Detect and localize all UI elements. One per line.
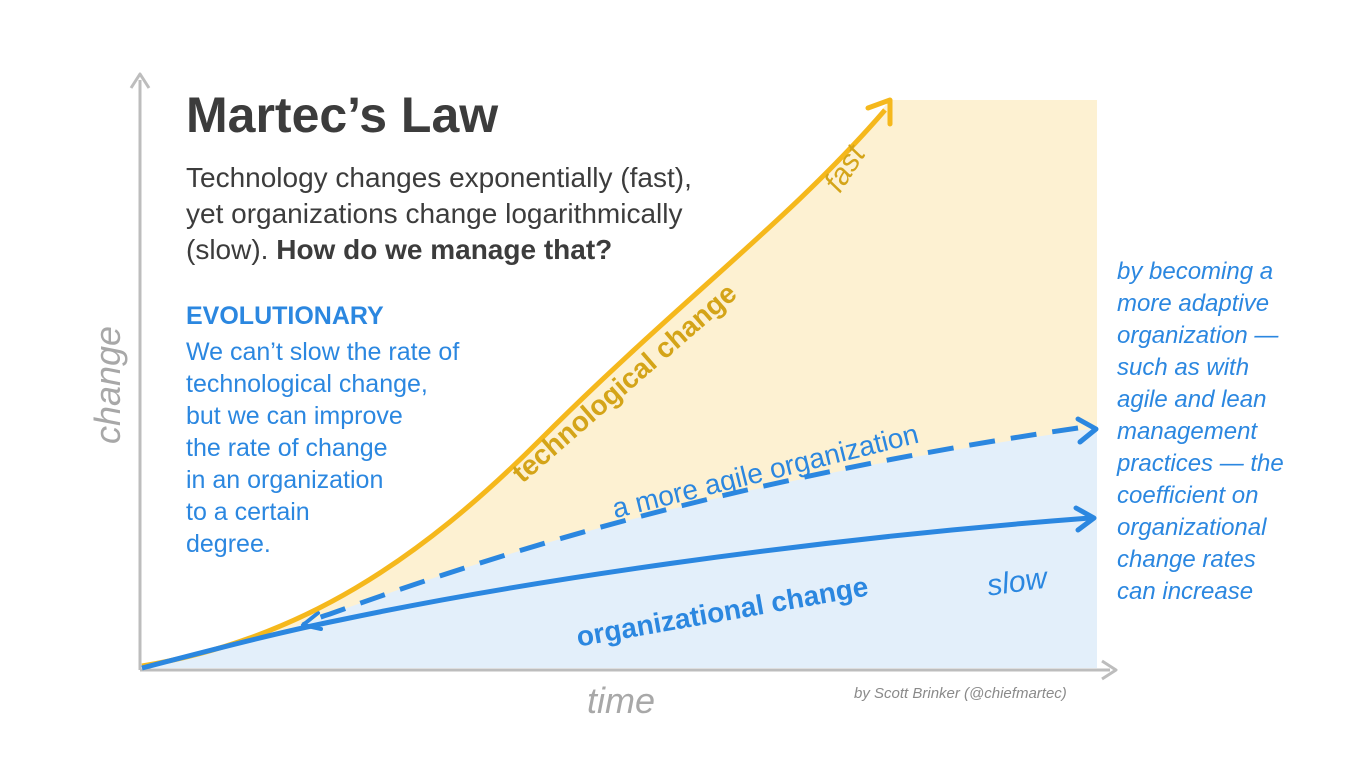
subtitle-line-2: yet organizations change logarithmically [186,198,683,229]
note-line: organizational [1117,514,1267,541]
evolutionary-heading: EVOLUTIONARY [186,302,384,330]
subtitle-line-3-regular: (slow). [186,234,269,265]
note-line: can increase [1117,578,1254,605]
organizational-change-curve [141,515,1091,671]
technological-change-curve [141,108,887,669]
author-credit: by Scott Brinker (@chiefmartec) [854,685,1067,702]
note-line: more adaptive [1117,290,1270,317]
note-line: practices — the [1117,450,1284,477]
agile-organization-curve [301,425,1079,628]
note-line: coefficient on [1117,482,1259,509]
org-area-fill [142,428,1097,668]
subtitle-question: How do we manage that? [276,234,613,265]
x-axis-arrow [1101,659,1118,681]
note-line: such as with [1117,354,1250,381]
evolutionary-line: in an organization [186,466,384,494]
subtitle-line-3: (slow). How do we manage that? [186,232,786,268]
page-title: Martec’s Law [186,87,499,143]
evolutionary-line: to a certain [186,498,310,526]
note-line: organization — [1117,322,1279,349]
note-line: change rates [1117,546,1256,573]
subtitle-line-1: Technology changes exponentially (fast), [186,162,692,193]
org-curve-arrow [1073,505,1097,533]
note-line: by becoming a [1117,258,1274,285]
evolutionary-line: the rate of change [186,434,388,462]
x-axis-label: time [587,680,656,721]
evolutionary-line: We can’t slow the rate of [186,338,460,366]
y-axis-arrow [129,72,151,89]
agile-curve-arrow [1075,416,1099,445]
evolutionary-line: but we can improve [186,402,403,430]
evolutionary-line: degree. [186,530,271,558]
tech-curve-arrow [865,97,893,127]
adaptive-organization-note: by becoming a more adaptive organization… [1117,256,1284,608]
note-line: agile and lean [1117,386,1267,413]
subtitle: Technology changes exponentially (fast),… [186,160,786,268]
note-line: management [1117,418,1258,445]
evolutionary-text: We can’t slow the rate of technological … [186,336,459,560]
y-axis-label: change [87,325,128,445]
evolutionary-line: technological change, [186,370,428,398]
